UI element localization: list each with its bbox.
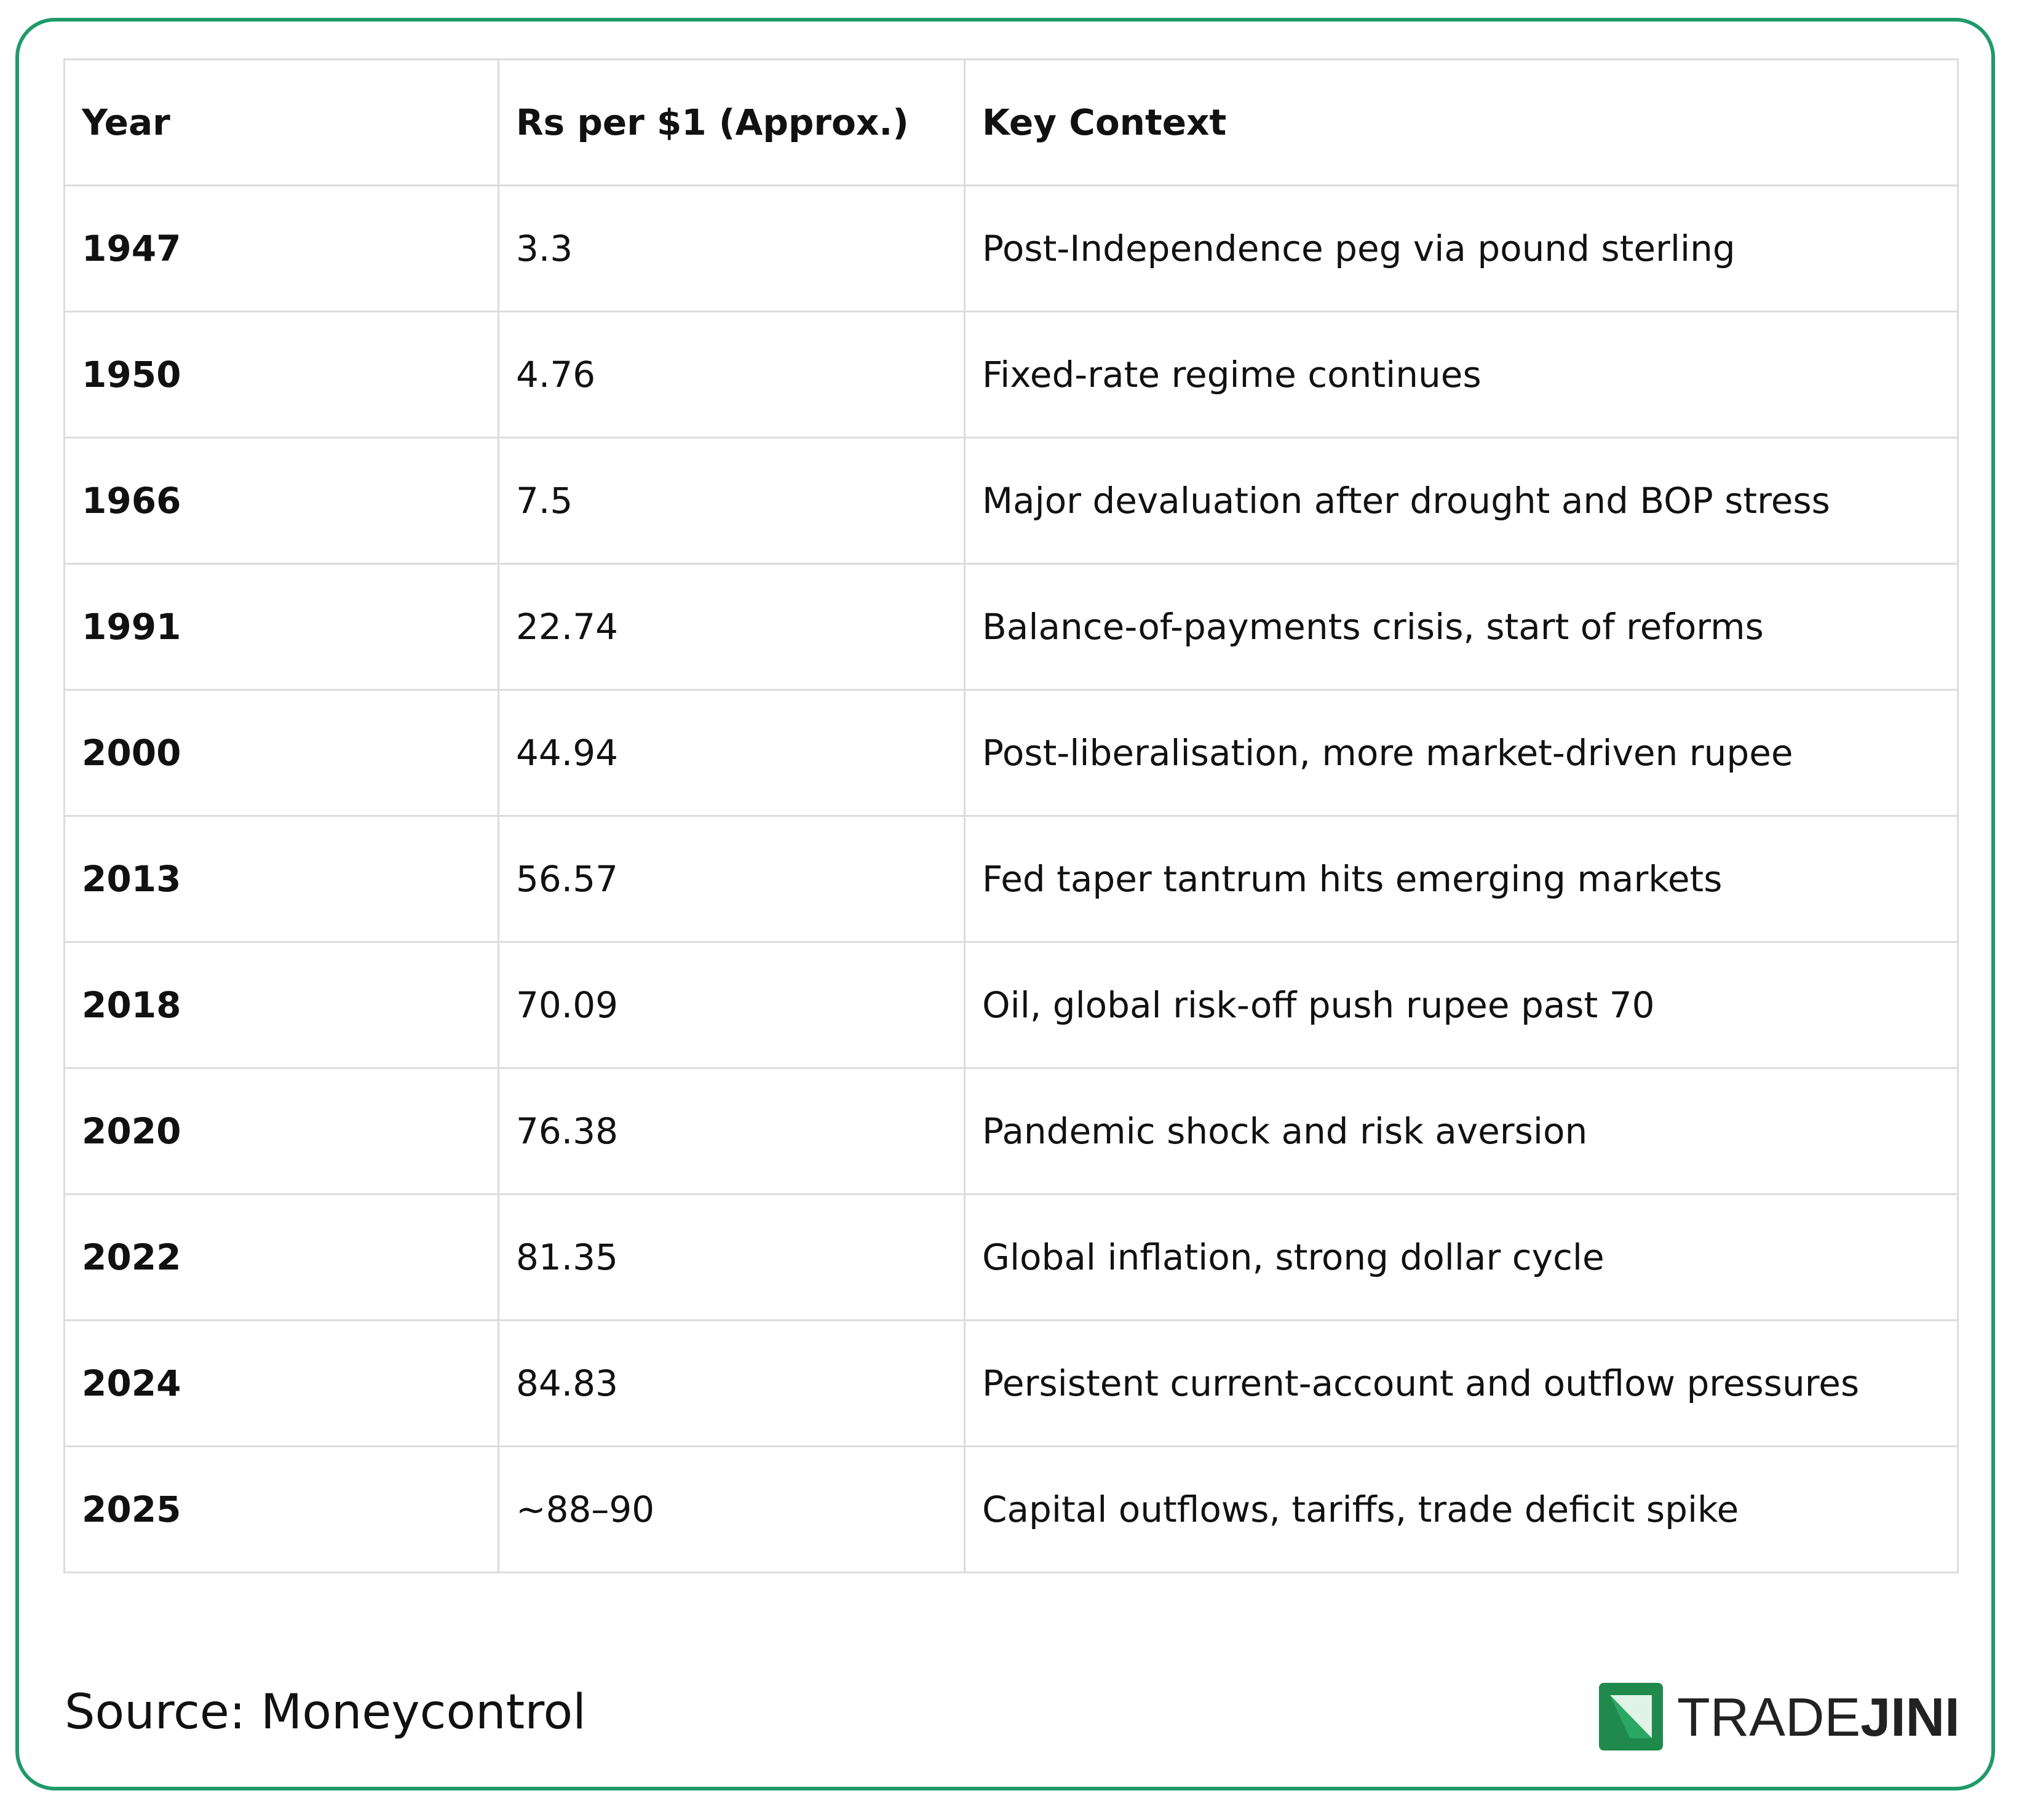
table-row: 2018 70.09 Oil, global risk-off push rupee… <box>63 941 1959 1069</box>
logo-icon <box>1599 1683 1663 1750</box>
context-cell: Global inflation, strong dollar cycle <box>964 1193 1959 1321</box>
year-cell: 2000 <box>63 689 499 817</box>
context-cell: Fixed-rate regime continues <box>964 311 1959 439</box>
rate-cell: 76.38 <box>498 1067 966 1195</box>
rate-cell: 3.3 <box>498 185 966 312</box>
logo-light: TRADE <box>1677 1687 1861 1747</box>
rate-cell: 56.57 <box>498 815 966 943</box>
year-cell: 1966 <box>63 437 499 565</box>
logo-text: TRADEJINI <box>1677 1690 1960 1744</box>
header-cell: Key Context <box>964 58 1959 186</box>
table-row: 2020 76.38 Pandemic shock and risk aversio… <box>63 1067 1959 1195</box>
table-row: 2022 81.35 Global inflation, strong dollar… <box>63 1193 1959 1321</box>
table-row: 2000 44.94 Post-liberalisation, more marke… <box>63 689 1959 817</box>
header-cell: Rs per $1 (Approx.) <box>498 58 966 186</box>
table-row: 2024 84.83 Persistent current-account and … <box>63 1319 1959 1447</box>
context-cell: Capital outflows, tariffs, trade deficit… <box>964 1445 1959 1573</box>
table-row: 1950 4.76 Fixed-rate regime continues <box>63 311 1959 439</box>
source-note: Source: Moneycontrol <box>65 1685 586 1740</box>
context-cell: Post-Independence peg via pound sterling <box>964 185 1959 312</box>
rate-cell: 70.09 <box>498 941 966 1069</box>
year-cell: 1947 <box>63 185 499 312</box>
logo-bold: JINI <box>1860 1687 1960 1747</box>
year-cell: 1991 <box>63 563 499 691</box>
rate-cell: ~88–90 <box>498 1445 966 1573</box>
context-cell: Fed taper tantrum hits emerging markets <box>964 815 1959 943</box>
year-cell: 2022 <box>63 1193 499 1321</box>
rate-cell: 4.76 <box>498 311 966 439</box>
card-frame <box>15 18 1995 1790</box>
year-cell: 1950 <box>63 311 499 439</box>
exchange-rate-table: Year Rs per $1 (Approx.) Key Context 1947 3.… <box>63 58 1959 1573</box>
header-cell: Year <box>63 58 499 186</box>
context-cell: Balance-of-payments crisis, start of ref… <box>964 563 1959 691</box>
table-row: 2013 56.57 Fed taper tantrum hits emerging… <box>63 815 1959 943</box>
context-cell: Pandemic shock and risk aversion <box>964 1067 1959 1195</box>
table-row: 2025 ~88–90 Capital outflows, tariffs, tra… <box>63 1445 1959 1573</box>
table-row: 1966 7.5 Major devaluation after drought a… <box>63 437 1959 565</box>
year-cell: 2013 <box>63 815 499 943</box>
context-cell: Persistent current-account and outflow p… <box>964 1319 1959 1447</box>
context-cell: Oil, global risk-off push rupee past 70 <box>964 941 1959 1069</box>
year-cell: 2020 <box>63 1067 499 1195</box>
context-cell: Post-liberalisation, more market-driven … <box>964 689 1959 817</box>
rate-cell: 81.35 <box>498 1193 966 1321</box>
rate-cell: 7.5 <box>498 437 966 565</box>
table-row: 1991 22.74 Balance-of-payments crisis, sta… <box>63 563 1959 691</box>
year-cell: 2025 <box>63 1445 499 1573</box>
header-row: Year Rs per $1 (Approx.) Key Context <box>63 58 1959 186</box>
year-cell: 2018 <box>63 941 499 1069</box>
context-cell: Major devaluation after drought and BOP … <box>964 437 1959 565</box>
rate-cell: 44.94 <box>498 689 966 817</box>
table-row: 1947 3.3 Post-Independence peg via pound s… <box>63 185 1959 312</box>
rate-cell: 22.74 <box>498 563 966 691</box>
year-cell: 2024 <box>63 1319 499 1447</box>
rate-cell: 84.83 <box>498 1319 966 1447</box>
